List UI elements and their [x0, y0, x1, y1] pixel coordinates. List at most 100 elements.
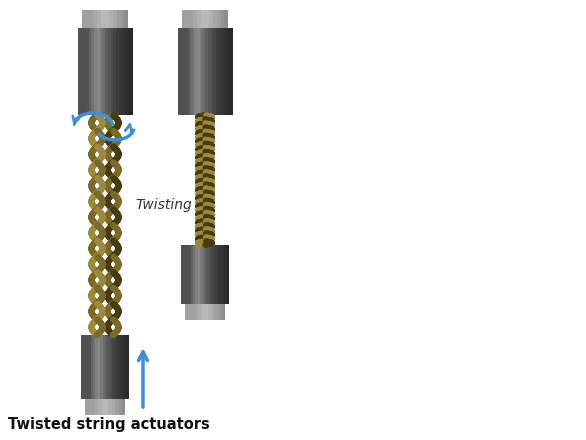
Polygon shape — [113, 28, 116, 115]
Polygon shape — [205, 10, 209, 28]
Polygon shape — [180, 28, 183, 115]
Polygon shape — [182, 10, 186, 28]
Polygon shape — [93, 10, 97, 28]
Polygon shape — [86, 335, 88, 399]
Polygon shape — [124, 335, 127, 399]
Polygon shape — [81, 335, 83, 399]
Polygon shape — [190, 245, 193, 304]
Polygon shape — [115, 335, 117, 399]
Polygon shape — [220, 10, 224, 28]
Polygon shape — [124, 28, 127, 115]
Polygon shape — [222, 28, 224, 115]
Polygon shape — [94, 28, 97, 115]
Polygon shape — [112, 399, 115, 415]
Polygon shape — [95, 399, 98, 415]
Polygon shape — [101, 10, 105, 28]
Polygon shape — [195, 304, 198, 320]
Polygon shape — [127, 28, 130, 115]
Polygon shape — [202, 28, 205, 115]
Polygon shape — [224, 245, 227, 304]
Polygon shape — [212, 245, 214, 304]
Polygon shape — [109, 10, 113, 28]
Polygon shape — [122, 399, 125, 415]
Polygon shape — [77, 28, 80, 115]
Polygon shape — [205, 304, 209, 320]
Polygon shape — [88, 28, 91, 115]
Polygon shape — [102, 28, 105, 115]
Polygon shape — [186, 245, 188, 304]
Polygon shape — [207, 245, 210, 304]
Polygon shape — [121, 28, 124, 115]
Polygon shape — [224, 28, 227, 115]
Polygon shape — [217, 10, 220, 28]
Polygon shape — [209, 10, 213, 28]
Polygon shape — [86, 10, 90, 28]
Polygon shape — [215, 304, 219, 320]
Polygon shape — [105, 399, 108, 415]
Polygon shape — [186, 10, 189, 28]
Polygon shape — [201, 10, 205, 28]
Polygon shape — [197, 28, 199, 115]
Polygon shape — [83, 335, 86, 399]
Polygon shape — [111, 28, 113, 115]
Polygon shape — [181, 245, 183, 304]
Polygon shape — [118, 399, 122, 415]
Polygon shape — [224, 10, 229, 28]
Polygon shape — [189, 10, 193, 28]
Polygon shape — [227, 28, 230, 115]
Polygon shape — [178, 28, 180, 115]
Polygon shape — [191, 28, 194, 115]
Polygon shape — [192, 304, 195, 320]
Polygon shape — [188, 245, 190, 304]
Polygon shape — [122, 335, 124, 399]
Polygon shape — [219, 28, 222, 115]
Polygon shape — [93, 335, 96, 399]
Polygon shape — [183, 28, 186, 115]
Polygon shape — [193, 245, 195, 304]
Polygon shape — [124, 10, 128, 28]
Polygon shape — [227, 245, 229, 304]
Polygon shape — [198, 304, 202, 320]
Polygon shape — [189, 28, 191, 115]
Polygon shape — [194, 28, 197, 115]
Polygon shape — [121, 10, 124, 28]
Polygon shape — [113, 10, 117, 28]
Polygon shape — [210, 28, 213, 115]
Polygon shape — [216, 28, 219, 115]
Polygon shape — [217, 245, 219, 304]
Polygon shape — [183, 245, 186, 304]
Polygon shape — [105, 28, 108, 115]
Polygon shape — [112, 335, 115, 399]
Polygon shape — [203, 245, 205, 304]
Polygon shape — [80, 28, 83, 115]
Polygon shape — [199, 28, 202, 115]
Polygon shape — [205, 28, 208, 115]
Polygon shape — [127, 335, 129, 399]
Polygon shape — [100, 28, 102, 115]
Polygon shape — [212, 304, 215, 320]
Polygon shape — [91, 335, 93, 399]
Polygon shape — [197, 10, 201, 28]
Text: Twisting: Twisting — [135, 198, 192, 212]
Polygon shape — [117, 335, 120, 399]
Polygon shape — [103, 335, 105, 399]
Polygon shape — [84, 399, 88, 415]
Polygon shape — [97, 28, 100, 115]
Polygon shape — [115, 399, 118, 415]
Polygon shape — [219, 245, 222, 304]
Polygon shape — [101, 399, 105, 415]
Polygon shape — [91, 399, 95, 415]
Polygon shape — [96, 335, 98, 399]
Polygon shape — [213, 10, 217, 28]
Polygon shape — [205, 245, 207, 304]
Polygon shape — [119, 28, 121, 115]
Polygon shape — [86, 28, 88, 115]
Polygon shape — [98, 335, 100, 399]
Polygon shape — [202, 304, 205, 320]
Polygon shape — [90, 10, 93, 28]
Text: Twisted string actuators: Twisted string actuators — [8, 417, 210, 432]
Polygon shape — [208, 28, 210, 115]
Polygon shape — [116, 28, 119, 115]
Polygon shape — [91, 28, 94, 115]
Polygon shape — [214, 245, 217, 304]
